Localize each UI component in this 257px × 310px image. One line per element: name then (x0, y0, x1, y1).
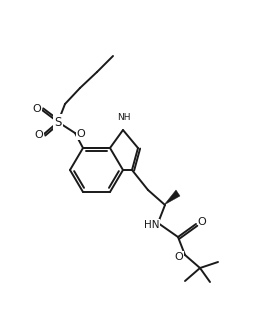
Text: O: O (77, 129, 85, 139)
Text: HN: HN (144, 220, 160, 230)
Text: O: O (35, 130, 43, 140)
Polygon shape (164, 190, 180, 205)
Text: NH: NH (117, 113, 131, 122)
Text: O: O (198, 217, 206, 227)
Text: O: O (33, 104, 41, 114)
Text: S: S (54, 116, 62, 129)
Text: O: O (175, 252, 183, 262)
